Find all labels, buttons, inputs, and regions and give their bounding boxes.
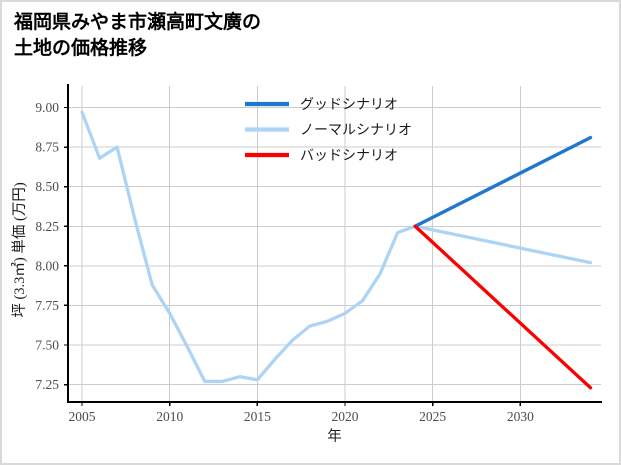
tick-marks-group xyxy=(64,106,522,406)
data-series-group xyxy=(80,110,593,390)
series-line xyxy=(80,110,593,384)
x-tick-label: 2005 xyxy=(69,409,96,424)
legend-label: ノーマルシナリオ xyxy=(300,124,412,139)
y-tick-label: 7.50 xyxy=(35,338,59,353)
axes-group xyxy=(66,84,602,404)
y-tick-labels: 7.25 7.50 7.75 8.00 8.25 8.50 8.75 9.00 xyxy=(35,100,59,392)
y-tick-label: 9.00 xyxy=(35,100,59,115)
y-tick-label: 7.75 xyxy=(35,298,59,313)
x-tick-label: 2010 xyxy=(156,409,183,424)
series-line xyxy=(413,224,593,390)
x-tick-label: 2020 xyxy=(332,409,359,424)
y-tick-label: 8.50 xyxy=(35,179,59,194)
x-tick-label: 2015 xyxy=(244,409,271,424)
series-line xyxy=(413,135,593,228)
y-axis-title: 坪 (3.3㎡) 単価 (万円) xyxy=(11,182,28,317)
legend-label: グッドシナリオ xyxy=(300,97,398,113)
page-title: 福岡県みやま市瀬高町文廣の 土地の価格推移 xyxy=(14,12,262,60)
y-tick-label: 7.25 xyxy=(35,377,59,392)
x-tick-labels: 2005 2010 2015 2020 2025 2030 xyxy=(69,409,535,424)
x-axis-title: 年 xyxy=(327,428,342,445)
legend-label: バッドシナリオ xyxy=(300,149,398,164)
y-tick-label: 8.00 xyxy=(35,258,59,273)
x-tick-label: 2025 xyxy=(419,409,446,424)
gridlines-group xyxy=(68,86,601,402)
y-tick-label: 8.75 xyxy=(35,140,59,155)
x-tick-label: 2030 xyxy=(507,409,534,424)
y-tick-label: 8.25 xyxy=(35,219,59,234)
